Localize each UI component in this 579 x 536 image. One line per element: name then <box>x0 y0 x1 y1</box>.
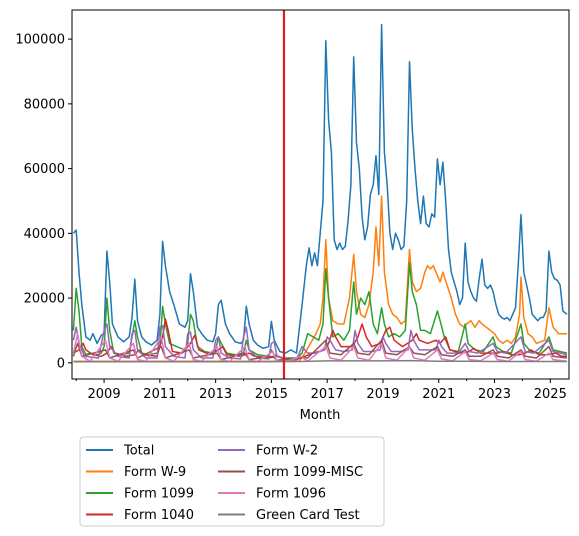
x-tick-label: 2015 <box>255 387 288 402</box>
x-axis-label: Month <box>300 408 341 423</box>
x-tick-label: 2013 <box>199 387 232 402</box>
x-tick-label: 2011 <box>143 387 176 402</box>
x-axis: 2009 2011 2013 2015 2017 2019 2021 2023 2025 <box>75 379 567 402</box>
y-tick-label: 60000 <box>24 162 65 177</box>
y-axis: 0 20000 40000 60000 80000 100000 <box>15 33 72 371</box>
y-tick-label: 80000 <box>24 97 65 112</box>
legend-label-form-w-2: Form W-2 <box>256 444 318 459</box>
plot-frame <box>71 9 570 380</box>
legend-label-green-card-test: Green Card Test <box>256 508 360 523</box>
legend-label-form-1040: Form 1040 <box>124 508 194 523</box>
x-tick-label: 2017 <box>311 387 344 402</box>
x-tick-label: 2021 <box>422 387 455 402</box>
x-tick-label: 2009 <box>88 387 121 402</box>
legend-frame <box>79 436 385 527</box>
y-tick-label: 100000 <box>15 33 65 48</box>
y-tick-label: 0 <box>57 356 65 371</box>
series-line-form-w-9 <box>73 195 567 362</box>
series-line-form-1096 <box>72 332 568 363</box>
legend-label-form-1096: Form 1096 <box>256 487 326 502</box>
series-line-form-1099-misc <box>72 339 568 361</box>
y-tick-label: 20000 <box>24 292 65 307</box>
legend-label-form-1099-misc: Form 1099-MISC <box>256 465 363 480</box>
series-line-total <box>72 23 568 354</box>
x-tick-label: 2023 <box>478 387 511 402</box>
x-tick-label: 2025 <box>534 387 567 402</box>
series-layer <box>72 23 568 363</box>
legend-label-total: Total <box>123 444 154 459</box>
series-line-green-card-test <box>73 359 567 363</box>
series-line-form-w-2 <box>72 323 568 361</box>
legend: Total Form W-9 Form 1099 Form 1040 Form W-2 F… <box>79 436 385 527</box>
legend-label-form-1099: Form 1099 <box>124 487 194 502</box>
x-tick-label: 2019 <box>366 387 399 402</box>
y-tick-label: 40000 <box>24 227 65 242</box>
legend-label-form-w-9: Form W-9 <box>124 465 186 480</box>
